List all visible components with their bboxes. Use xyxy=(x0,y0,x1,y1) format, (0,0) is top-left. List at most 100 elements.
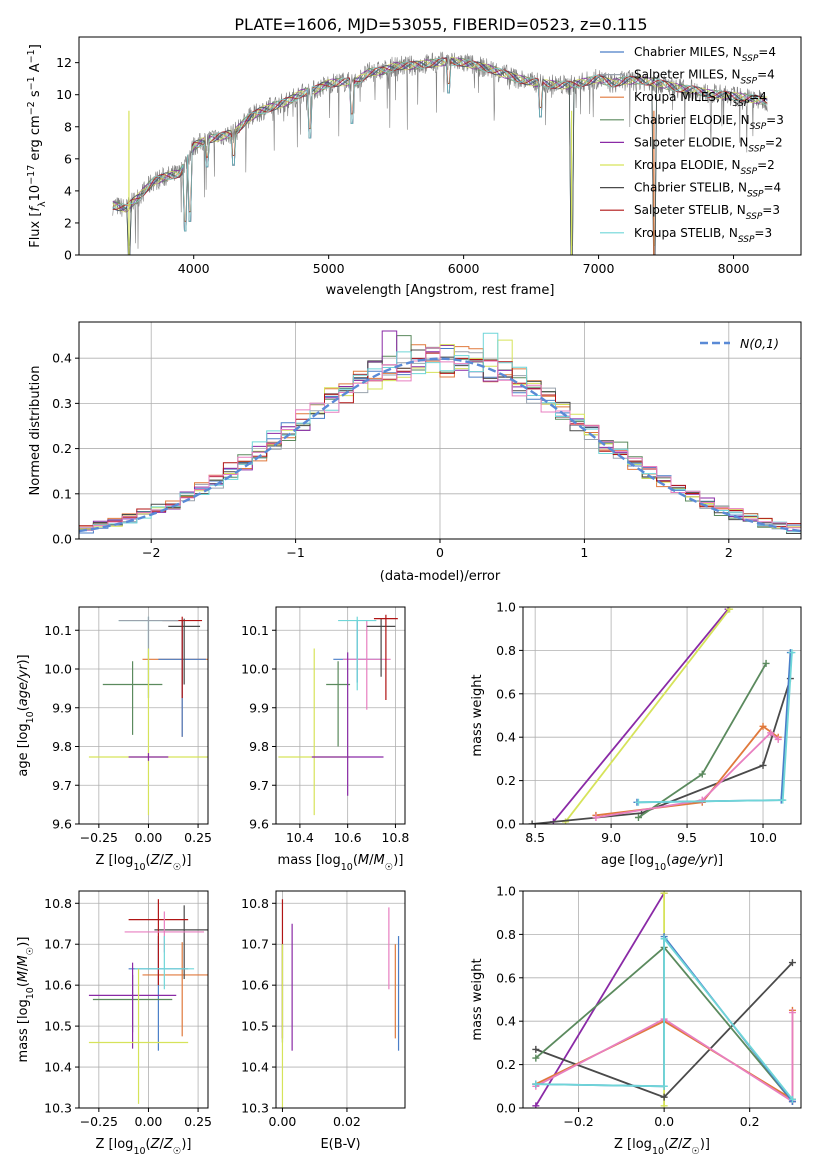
axis-label-part: )] xyxy=(700,1137,710,1152)
axes-frame xyxy=(78,890,209,1109)
legend-label-sub: SSP xyxy=(741,77,758,87)
x-tick-label: 8000 xyxy=(718,261,750,276)
legend-label-tail: =4 xyxy=(764,181,782,195)
axis-label-part: )] xyxy=(16,654,31,664)
x-axis-label: Z [log10(Z/Z☉)]Z [log10(Z/Z☉)] xyxy=(96,853,192,873)
y-tick-label: 10.3 xyxy=(241,1101,269,1116)
y-tick-label: 0.0 xyxy=(52,532,72,547)
y-tick-label: 12 xyxy=(56,55,72,70)
y-tick-label: 0.2 xyxy=(496,1057,516,1072)
y-tick-label: 10.8 xyxy=(44,896,72,911)
axis-label-part: ( xyxy=(146,1137,151,1152)
plot-area xyxy=(281,899,400,1108)
y-axis-label: mass [log10(M/M☉)]mass [log10(M/M☉)] xyxy=(16,937,36,1063)
age-vs-metallicity-panel: −0.25 0.00 0.259.69.79.89.910.010.1Z [log1… xyxy=(16,606,212,873)
axis-label-part: Z xyxy=(150,1137,161,1152)
y-tick-label: 0.6 xyxy=(496,970,516,985)
x-tick-label: 9.0 xyxy=(601,830,621,845)
y-axis-label: Normed distribution xyxy=(28,366,43,496)
legend-label-tail: =2 xyxy=(765,135,783,149)
figure-title: PLATE=1606, MJD=53055, FIBERID=0523, z=0… xyxy=(234,15,647,34)
axis-label-part: ( xyxy=(146,853,151,868)
axis-label-part: −1 xyxy=(26,76,37,90)
axis-label-part: mass [log xyxy=(278,853,341,868)
y-axis-label: age [log10(age/yr)]age [log10(age/yr)] xyxy=(16,654,36,776)
x-tick-label: 10.6 xyxy=(334,830,362,845)
axis-label-part: 10 xyxy=(133,1146,145,1157)
axes: 8.5 9.0 9.5 10.0 0.0 0.2 0.4 0.6 0.8 1.0 age [log1… xyxy=(470,600,802,873)
x-tick-label: 8.5 xyxy=(525,830,545,845)
y-tick-label: 0.3 xyxy=(52,396,72,411)
legend-label-tail: =2 xyxy=(757,158,775,172)
x-tick-label: 0.0 xyxy=(654,1114,674,1129)
axis-label-part: )] xyxy=(181,1137,191,1152)
y-tick-label: 0.8 xyxy=(496,927,516,942)
weight-point-marker xyxy=(592,813,600,821)
axes-frame xyxy=(275,890,406,1109)
legend-label-sub: SSP xyxy=(748,144,765,154)
legend-label: Kroupa ELODIE, NSSP=2 xyxy=(634,158,775,177)
x-tick-label: −0.2 xyxy=(563,1114,593,1129)
x-tick-label: 10.8 xyxy=(382,830,410,845)
weight-point-marker xyxy=(767,729,775,737)
weight-point-marker xyxy=(698,770,706,778)
axis-label-part: ☉ xyxy=(385,862,394,873)
plot-background xyxy=(523,607,801,824)
y-tick-label: 10.5 xyxy=(241,1019,269,1034)
legend-label-tail: =4 xyxy=(758,45,776,59)
axis-label-part: )] xyxy=(393,853,403,868)
y-tick-label: 0.4 xyxy=(496,730,516,745)
legend-label-tail: =3 xyxy=(766,113,784,127)
legend-label: Chabrier ELODIE, NSSP=3 xyxy=(634,113,784,132)
weight-point-marker xyxy=(528,820,536,824)
weight-point-marker xyxy=(779,796,787,804)
legend-label-sub: SSP xyxy=(738,235,755,245)
axes: 10.4 10.6 10.8 9.6 9.7 9.8 9.9 10.0 10.1 mass [lo… xyxy=(241,606,410,873)
weight-series-line xyxy=(535,1012,794,1104)
y-tick-label: 10.4 xyxy=(44,1060,72,1075)
axis-label-part: s xyxy=(28,90,43,101)
axes: 0.00 0.02 10.3 10.4 10.5 10.6 10.7 10.8 E(B-V) xyxy=(241,890,406,1152)
y-tick-label: 0.2 xyxy=(496,773,516,788)
y-axis-label: mass weight xyxy=(470,958,485,1040)
axis-label-part: / xyxy=(160,1137,165,1152)
weight-point-marker xyxy=(759,761,767,769)
x-tick-label: 0.00 xyxy=(135,1114,163,1129)
axis-label-part: Z xyxy=(163,1137,174,1152)
weight-point-marker xyxy=(660,1093,668,1101)
spectrum-panel: 4000 5000 6000 7000 8000 0 2 4 6 8 10 12 wavelength … xyxy=(26,36,802,298)
axis-label-part: / xyxy=(16,966,31,971)
axis-label-part: ( xyxy=(16,982,31,987)
legend-label: Kroupa STELIB, NSSP=3 xyxy=(634,226,772,245)
legend-label: Salpeter ELODIE, NSSP=2 xyxy=(634,135,783,154)
axis-label-part: ( xyxy=(353,853,358,868)
weight-point-marker xyxy=(660,891,668,897)
weight-point-marker xyxy=(634,798,642,806)
y-tick-label: 10.7 xyxy=(241,937,269,952)
y-tick-label: 10.6 xyxy=(44,978,72,993)
weight-series-line xyxy=(535,892,665,1107)
weight-series-line xyxy=(552,608,729,823)
axis-label-part: M xyxy=(374,853,385,868)
axis-label-part: age [log xyxy=(16,723,31,776)
axes-frame xyxy=(522,890,802,1109)
axis-label-part: age/yr xyxy=(671,853,714,868)
x-tick-label: 0.02 xyxy=(333,1114,361,1129)
weight-point-marker xyxy=(788,649,796,657)
axis-label-part: / xyxy=(369,853,374,868)
weight-point-marker xyxy=(788,1095,796,1103)
axis-label-part: ( xyxy=(664,1137,669,1152)
x-tick-label: −2 xyxy=(142,545,160,560)
legend-label-tail: =4 xyxy=(749,90,767,104)
weight-point-marker xyxy=(698,796,706,804)
x-axis-label: (data-model)/error xyxy=(380,569,501,584)
y-tick-label: 0.6 xyxy=(496,686,516,701)
y-tick-label: 10.0 xyxy=(241,662,269,677)
x-tick-label: −0.25 xyxy=(80,1114,118,1129)
y-tick-label: 0.0 xyxy=(496,1101,516,1116)
normal-reference-curve xyxy=(79,357,801,533)
y-tick-label: 10.8 xyxy=(241,896,269,911)
legend-label-sub: SSP xyxy=(750,122,767,132)
axis-label-part: ] xyxy=(28,44,43,49)
axis-label-part: M xyxy=(16,955,31,966)
